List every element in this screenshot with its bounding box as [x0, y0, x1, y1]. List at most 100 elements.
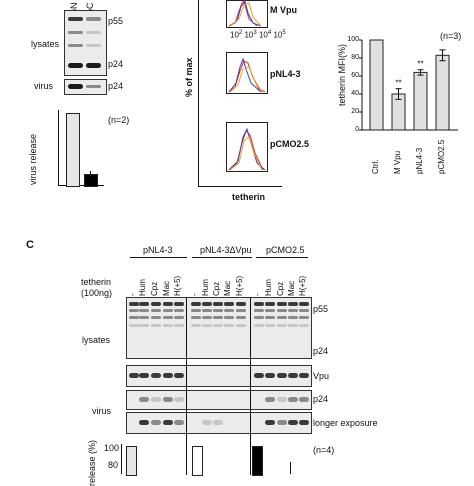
lane-label-12: Cpz: [276, 281, 285, 296]
lane-label-8: Mac: [223, 280, 232, 296]
right-label-vpu: Vpu: [313, 371, 330, 381]
blot-band: [299, 324, 309, 327]
blot-band: [129, 309, 139, 312]
lane-label-11: Hum: [264, 279, 273, 296]
blot-band: [288, 302, 298, 306]
panel-c-bar-3: [252, 446, 263, 476]
blot-band: [254, 373, 264, 378]
blot-band: [139, 420, 149, 425]
lane-label-10: -: [253, 293, 262, 296]
panel-b-y-axis-label: % of max: [184, 57, 194, 97]
blot-band: [174, 373, 184, 378]
blot-band: [139, 309, 149, 312]
blot-band: [265, 324, 275, 327]
panel-a-bar-2: [84, 174, 98, 187]
blot-band: [163, 397, 173, 402]
blot-band: [174, 324, 184, 327]
virus-blot: [126, 390, 312, 410]
blot-band: [163, 420, 173, 425]
blot-band: [139, 324, 149, 327]
blot-band: [224, 302, 234, 306]
blot-band: [277, 420, 287, 425]
hist-label-pcmo2-5: pCMO2.5: [270, 139, 310, 149]
blot-band: [174, 316, 184, 319]
blot-band: [299, 316, 309, 319]
blot-band: [224, 324, 234, 327]
blot-band: [202, 324, 212, 327]
blot-band: [299, 309, 309, 312]
group-divider-2: [250, 297, 251, 475]
blot-band: [213, 324, 223, 327]
lane-label-0: -: [128, 293, 137, 296]
blot-band: [191, 324, 201, 327]
blot-band: [213, 302, 223, 306]
blot-band: [174, 309, 184, 312]
blot-band: [202, 302, 212, 306]
tetherin-label: tetherin: [81, 277, 112, 287]
group-underline-3: [256, 257, 308, 258]
blot-band: [277, 397, 287, 402]
blot-band: [174, 397, 184, 402]
lane-label-4: H(+5): [173, 275, 182, 296]
blot-band: [191, 309, 201, 312]
blot-band: [265, 302, 275, 306]
mfi-bar-plot: ** **: [359, 39, 458, 131]
blot-band: [224, 316, 234, 319]
mfi-category-label-2: pNL4-3: [415, 147, 424, 174]
mfi-bar-3: [435, 54, 450, 131]
mfi-ytick-label: 60: [351, 72, 359, 79]
blot-band: [277, 373, 287, 378]
lane-label-6: Hum: [201, 279, 210, 296]
panel-a-p24-lysate-label: p24: [108, 59, 124, 69]
mfi-category-label-1: M Vpu: [393, 150, 402, 174]
right-label-p24: p24: [313, 346, 329, 356]
blot-band: [277, 302, 287, 306]
lane-label-13: Mac: [287, 280, 296, 296]
panel-a-virus-label: virus: [34, 81, 54, 91]
blot-band: [265, 309, 275, 312]
blot-band: [265, 397, 275, 402]
lane-label-5: -: [190, 293, 199, 296]
panel-a-y-axis: [58, 110, 59, 185]
panel-a-lysates-label: lysates: [31, 39, 60, 49]
blot-band: [163, 324, 173, 327]
blot-band: [129, 302, 139, 306]
vpu-blot: [126, 365, 312, 387]
panel-b-bracket-h: [198, 186, 282, 187]
blot-band: [139, 302, 149, 306]
lane-label-3: Mac: [162, 280, 171, 296]
blot-band: [265, 316, 275, 319]
lane-label-1: Hum: [138, 279, 147, 296]
blot-band: [254, 309, 264, 312]
blot-band: [163, 373, 173, 378]
mfi-category-label-0: Ctrl.: [371, 159, 380, 174]
blot-band: [288, 324, 298, 327]
mfi-error-bar-1: [395, 88, 402, 100]
mfi-bar-0: [369, 39, 384, 131]
mfi-sig-2: **: [417, 60, 423, 69]
panel-a-lysate-blot: [64, 10, 107, 76]
mfi-ytick-label: 100: [347, 36, 359, 43]
group-underline-1: [130, 257, 187, 258]
group-label-pcmo2-5: pCMO2.5: [266, 245, 305, 255]
panel-a-y-axis-label: virus release: [28, 133, 38, 185]
right-label-p55: p55: [313, 304, 329, 314]
blot-band: [254, 316, 264, 319]
group-label-pnl4-3-dvpu: pNL4-3ΔVpu: [200, 245, 252, 255]
lane-label-7: Cpz: [212, 281, 221, 296]
blot-band: [139, 373, 149, 378]
blot-band: [236, 324, 246, 327]
panel-b-bracket-v: [198, 0, 199, 186]
blot-band: [213, 420, 223, 425]
blot-band: [277, 316, 287, 319]
panel-a-bar-1: [66, 113, 80, 187]
blot-band: [202, 309, 212, 312]
blot-band: [299, 420, 309, 425]
group-divider-1: [186, 297, 187, 475]
panel-c-ytick-80: 80: [108, 460, 119, 470]
mfi-ytick-label: 80: [351, 54, 359, 61]
blot-band: [202, 316, 212, 319]
panel-c-bar-1: [126, 446, 137, 476]
panel-a-p24-virus-label: p24: [108, 81, 124, 91]
panel-c-n-label: (n=4): [313, 445, 335, 455]
